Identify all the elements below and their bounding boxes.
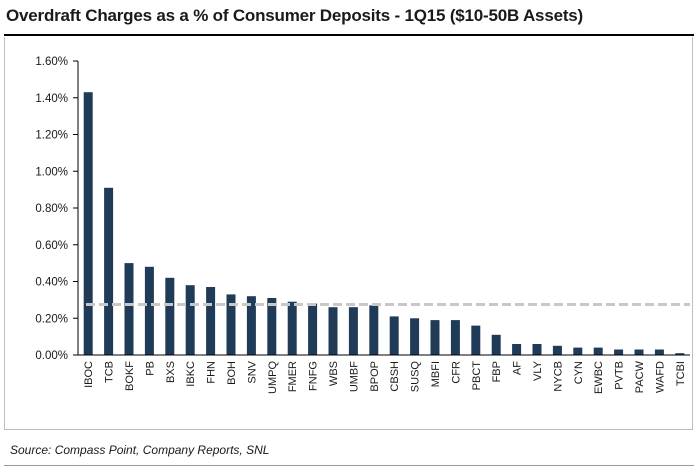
y-tick-label: 1.60% [35, 56, 68, 68]
x-tick-label: CBSH [389, 361, 401, 392]
x-tick-label: AF [512, 361, 524, 375]
bar-cfr [450, 320, 460, 355]
x-tick-label: BOH [226, 361, 238, 385]
bar-wafd [654, 349, 664, 355]
bar-fhn [206, 287, 216, 355]
y-tick-label: 0.00% [35, 350, 68, 362]
x-tick-label: FMER [287, 361, 299, 392]
bar-ibkc [185, 285, 195, 355]
source-note: Source: Compass Point, Company Reports, … [10, 443, 270, 457]
y-tick-label: 1.40% [35, 93, 68, 105]
x-tick-label: CYN [573, 361, 585, 384]
x-tick-label: MBFI [430, 361, 442, 387]
x-tick-label: UMBF [348, 361, 360, 392]
bar-susq [410, 318, 420, 356]
x-tick-label: CFR [450, 361, 462, 384]
chart-frame [4, 37, 693, 430]
bar-fbp [491, 334, 501, 355]
x-tick-label: VLY [532, 360, 544, 381]
bar-nycb [552, 345, 562, 355]
bottom-rule [4, 465, 694, 466]
x-tick-label: BPOP [369, 361, 381, 392]
bar-cbsh [389, 316, 399, 355]
y-tick-label: 0.60% [35, 240, 68, 252]
bar-pacw [634, 349, 644, 355]
bar-bpop [369, 305, 379, 355]
bar-wbs [328, 307, 338, 355]
bar-bxs [165, 277, 175, 355]
x-tick-label: PVTB [614, 361, 626, 390]
x-tick-label: SUSQ [410, 361, 422, 393]
x-tick-label: UMPQ [267, 361, 279, 394]
x-tick-label: EWBC [593, 361, 605, 394]
x-tick-label: NYCB [552, 361, 564, 392]
x-tick-label: TCBI [675, 361, 687, 386]
bars [83, 92, 685, 356]
bar-fnfg [308, 303, 318, 355]
bar-snv [246, 296, 256, 355]
x-axis-labels: IBOC TCB BOKF PB BXS IBKC FHN BOH SNV UMPQ FMER FNF… [83, 360, 687, 394]
bar-tcbi [675, 353, 685, 355]
y-tick-label: 0.80% [35, 203, 68, 215]
y-tick-label: 0.20% [35, 313, 68, 325]
x-tick-label: FNFG [308, 361, 320, 391]
bar-pvtb [614, 349, 624, 355]
bar-boh [226, 294, 236, 355]
x-tick-label: IBOC [83, 361, 95, 388]
x-tick-label: TCB [104, 361, 116, 383]
title-rule [4, 34, 694, 36]
x-tick-label: PACW [634, 360, 646, 393]
y-tick-label: 0.40% [35, 277, 68, 289]
bar-ewbc [593, 347, 603, 355]
bar-af [512, 344, 522, 355]
x-tick-label: FHN [206, 361, 218, 384]
x-tick-label: PB [144, 361, 156, 376]
chart-title: Overdraft Charges as a % of Consumer Dep… [6, 6, 583, 25]
bar-fmer [287, 301, 297, 355]
bar-pbct [471, 325, 481, 355]
x-tick-label: FBP [491, 361, 503, 382]
x-tick-label: WAFD [654, 361, 666, 393]
y-tick-label: 1.00% [35, 166, 68, 178]
bar-vly [532, 344, 542, 355]
bar-umbf [348, 307, 358, 355]
x-tick-label: PBCT [471, 361, 483, 391]
x-tick-label: BXS [165, 361, 177, 383]
bar-pb [144, 266, 154, 355]
bar-mbfi [430, 320, 440, 355]
x-tick-label: IBKC [185, 361, 197, 387]
bar-iboc [83, 92, 93, 355]
bar-umpq [267, 298, 277, 355]
bar-bokf [124, 263, 134, 355]
x-tick-label: SNV [246, 360, 258, 383]
y-tick-label: 1.20% [35, 130, 68, 142]
x-tick-label: WBS [328, 361, 340, 386]
bar-tcb [104, 187, 114, 355]
bar-cyn [573, 347, 583, 355]
y-axis-ticks: 0.00% 0.20% 0.40% 0.60% 0.80% 1.00% 1.20% 1.40%… [35, 56, 78, 362]
x-tick-label: BOKF [124, 361, 136, 391]
